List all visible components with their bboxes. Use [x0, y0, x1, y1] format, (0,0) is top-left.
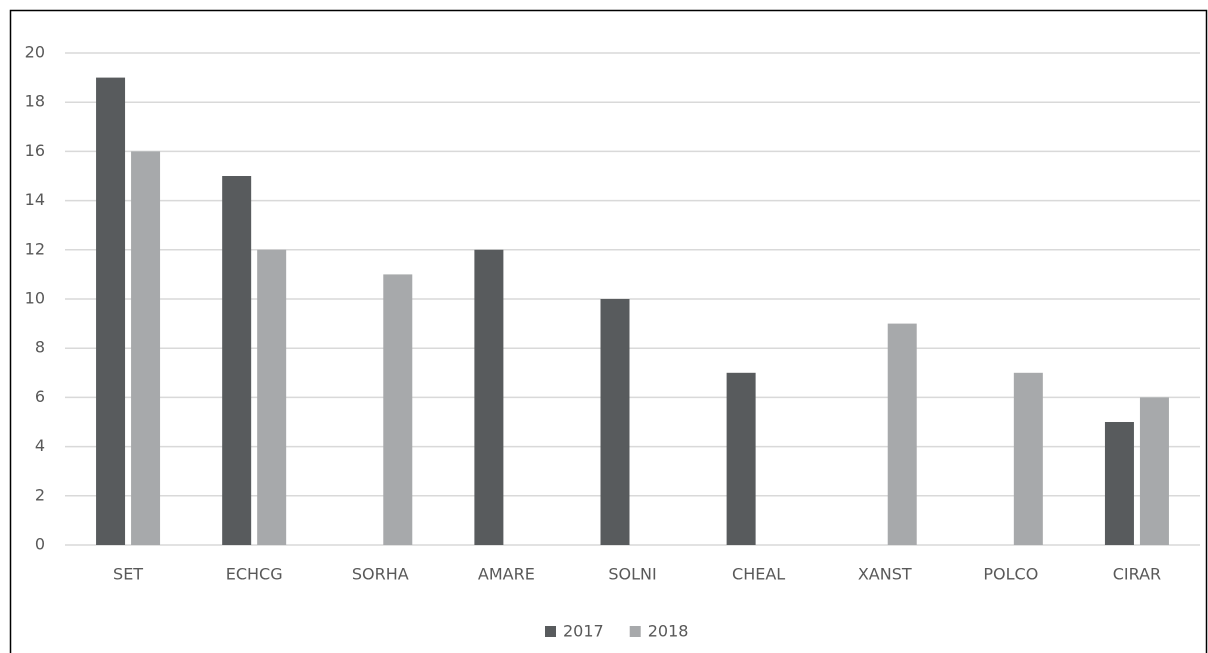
y-tick-label: 16 — [25, 141, 45, 160]
bar — [96, 77, 126, 545]
legend-label: 2017 — [563, 622, 604, 641]
bar — [726, 372, 756, 545]
x-tick-label: CIRAR — [1113, 565, 1161, 584]
x-tick-label: POLCO — [983, 565, 1038, 584]
x-tick-label: CHEAL — [732, 565, 785, 584]
y-tick-label: 20 — [25, 43, 45, 62]
legend-swatch — [629, 626, 641, 637]
x-tick-label: SET — [113, 565, 143, 584]
x-tick-label: AMARE — [478, 565, 535, 584]
y-tick-label: 14 — [25, 190, 45, 209]
legend-label: 2018 — [648, 622, 689, 641]
y-tick-label: 12 — [25, 239, 45, 258]
y-tick-label: 10 — [25, 289, 45, 308]
bar — [131, 151, 161, 545]
x-tick-label: ECHCG — [226, 565, 283, 584]
frame — [9, 9, 1208, 653]
bar — [257, 249, 287, 546]
bar — [1013, 372, 1043, 545]
y-tick-label: 6 — [35, 387, 45, 406]
legend-swatch — [545, 626, 556, 637]
bar — [1139, 397, 1169, 545]
bar — [474, 249, 504, 546]
x-tick-label: SOLNI — [608, 565, 656, 584]
x-tick-label: SORHA — [352, 565, 409, 584]
bar — [383, 274, 413, 545]
y-tick-label: 4 — [35, 436, 45, 455]
x-tick-label: XANST — [858, 565, 912, 584]
bar — [1104, 422, 1134, 545]
y-tick-label: 8 — [35, 338, 45, 357]
bar — [222, 176, 252, 545]
bar — [887, 323, 917, 545]
y-tick-label: 18 — [25, 92, 45, 111]
y-tick-label: 2 — [35, 485, 45, 504]
bar — [600, 299, 630, 545]
y-tick-label: 0 — [35, 535, 45, 554]
